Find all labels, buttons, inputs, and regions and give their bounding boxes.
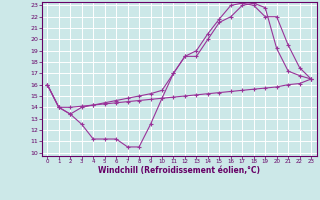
X-axis label: Windchill (Refroidissement éolien,°C): Windchill (Refroidissement éolien,°C) [98, 166, 260, 175]
